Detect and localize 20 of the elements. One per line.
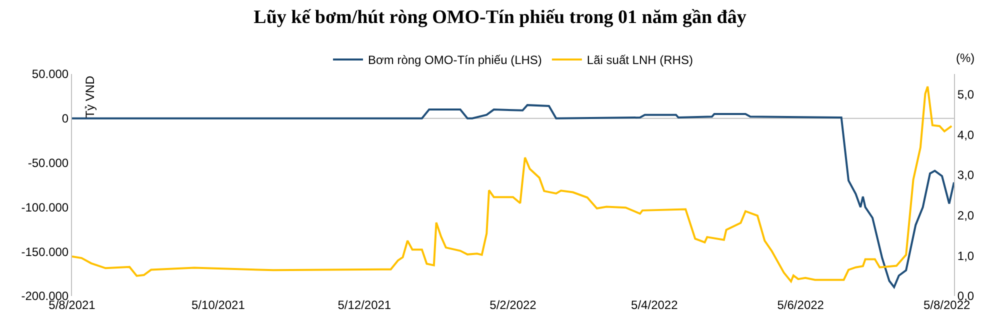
x-tick-label: 5/12/2021 xyxy=(338,298,392,312)
y2-axis-title: (%) xyxy=(956,51,975,65)
x-tick-label: 5/6/2022 xyxy=(777,298,824,312)
y2-tick-label: 2,0 xyxy=(957,208,974,222)
y-tick-label: 0 xyxy=(62,112,69,126)
y-tick-label: -100.000 xyxy=(21,200,69,214)
x-tick-label: 5/2/2022 xyxy=(490,298,537,312)
legend-label: Bơm ròng OMO-Tín phiếu (LHS) xyxy=(368,53,542,68)
chart-title: Lũy kế bơm/hút ròng OMO-Tín phiếu trong 01 năm gần đây xyxy=(254,7,747,28)
y-tick-label: 50.000 xyxy=(32,67,69,82)
x-tick-label: 5/10/2021 xyxy=(192,298,246,312)
y-tick-label: -50.000 xyxy=(28,156,69,170)
x-tick-label: 5/4/2022 xyxy=(631,298,678,312)
y2-tick-label: 3,0 xyxy=(957,168,974,182)
y2-tick-label: 4,0 xyxy=(957,128,974,142)
y2-tick-label: 5,0 xyxy=(957,87,974,102)
y-axis-title: Tỷ VND xyxy=(82,75,97,118)
y2-tick-label: 1,0 xyxy=(957,248,974,263)
y-tick-label: -150.000 xyxy=(21,244,69,259)
legend-label: Lãi suất LNH (RHS) xyxy=(586,53,693,68)
